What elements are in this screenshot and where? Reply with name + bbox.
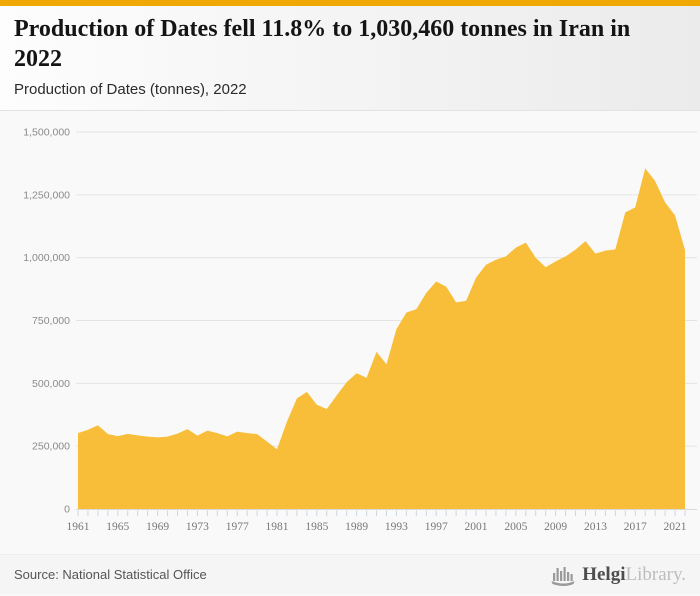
svg-text:1993: 1993: [385, 521, 408, 533]
bar-chart-building-icon: [551, 564, 577, 586]
source-label: Source: National Statistical Office: [14, 567, 207, 582]
svg-text:2017: 2017: [624, 521, 647, 533]
page-title: Production of Dates fell 11.8% to 1,030,…: [14, 16, 631, 72]
svg-text:1989: 1989: [345, 521, 368, 533]
svg-text:1,500,000: 1,500,000: [23, 127, 70, 139]
svg-text:1969: 1969: [146, 521, 169, 533]
svg-text:500,000: 500,000: [32, 378, 70, 390]
svg-text:2001: 2001: [465, 521, 488, 533]
svg-text:2013: 2013: [584, 521, 607, 533]
y-axis-labels: 0 250,000 500,000 750,000 1,000,000 1,250,000…: [23, 127, 70, 516]
svg-text:1973: 1973: [186, 521, 209, 533]
production-area-chart: 1961 1965 1969 1973 1977 1981 1985 1989 1993 1997…: [23, 127, 697, 533]
area-series: [78, 168, 685, 509]
svg-text:750,000: 750,000: [32, 315, 70, 327]
chart-area: 1961 1965 1969 1973 1977 1981 1985 1989 1993 1997…: [0, 111, 700, 554]
area-series-production: [78, 168, 685, 509]
logo-text-library: Library.: [625, 564, 687, 585]
logo-text-helgi: Helgi: [582, 564, 626, 585]
chart-subtitle: Production of Dates (tonnes), 2022: [14, 81, 247, 98]
svg-text:250,000: 250,000: [32, 441, 70, 453]
top-accent-bar: [0, 0, 700, 6]
logo-wordmark: HelgiLibrary.: [582, 565, 686, 584]
svg-text:1965: 1965: [106, 521, 129, 533]
svg-text:1997: 1997: [425, 521, 448, 533]
svg-text:2021: 2021: [664, 521, 687, 533]
helgi-library-logo[interactable]: HelgiLibrary.: [551, 564, 686, 586]
svg-text:1,250,000: 1,250,000: [23, 189, 70, 201]
svg-text:1961: 1961: [67, 521, 90, 533]
svg-text:1977: 1977: [226, 521, 249, 533]
x-axis-labels: 1961 1965 1969 1973 1977 1981 1985 1989 1993 1997…: [67, 521, 687, 533]
svg-text:1985: 1985: [305, 521, 328, 533]
svg-text:1981: 1981: [266, 521, 289, 533]
chart-header: Production of Dates fell 11.8% to 1,030,…: [0, 6, 700, 111]
chart-footer: Source: National Statistical Office Helg…: [0, 554, 700, 594]
svg-text:2009: 2009: [544, 521, 567, 533]
x-axis-ticks: [77, 510, 686, 516]
svg-text:2005: 2005: [504, 521, 527, 533]
svg-text:0: 0: [64, 504, 70, 516]
svg-text:1,000,000: 1,000,000: [23, 252, 70, 264]
